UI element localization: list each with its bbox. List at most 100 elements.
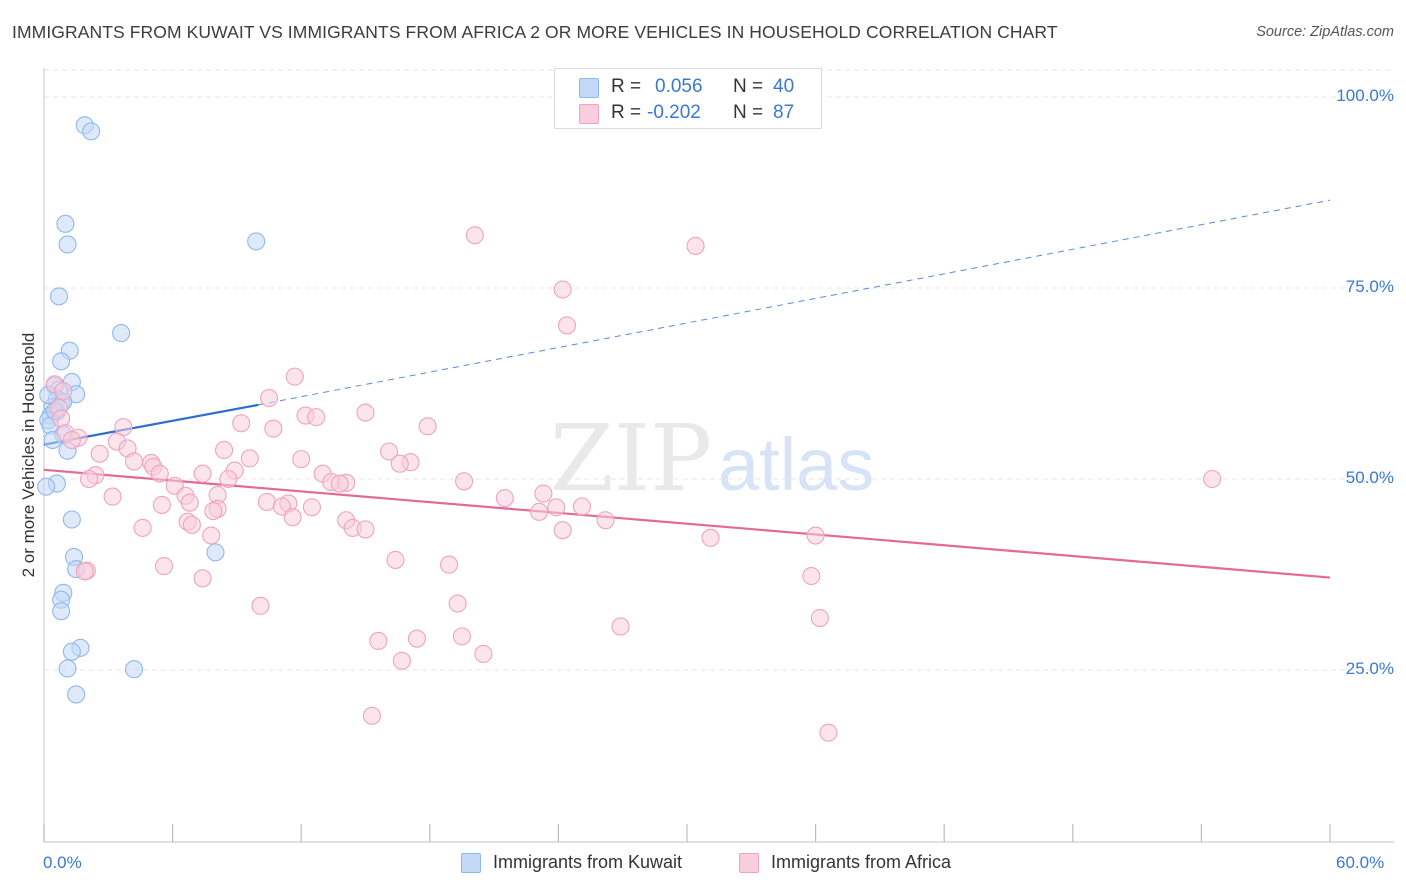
chart-source: Source: ZipAtlas.com bbox=[1256, 24, 1394, 40]
data-point bbox=[62, 642, 81, 661]
data-point bbox=[232, 414, 251, 433]
trend-line-kuwait-extension bbox=[258, 199, 1331, 406]
data-point bbox=[56, 214, 75, 233]
trend-lines bbox=[43, 199, 1331, 579]
data-point bbox=[596, 511, 615, 530]
watermark: ZIP atlas bbox=[550, 405, 874, 512]
data-point bbox=[285, 367, 304, 386]
data-point bbox=[418, 417, 437, 436]
data-point bbox=[150, 464, 169, 483]
r-value: -0.202 bbox=[647, 102, 701, 123]
chart-title: IMMIGRANTS FROM KUWAIT VS IMMIGRANTS FRO… bbox=[12, 22, 1058, 42]
data-point bbox=[272, 497, 291, 516]
data-point bbox=[369, 631, 388, 651]
africa-swatch bbox=[579, 104, 599, 124]
data-point bbox=[58, 659, 77, 678]
data-point bbox=[82, 122, 101, 141]
data-point bbox=[202, 526, 221, 545]
data-point bbox=[440, 555, 459, 574]
n-value: 40 bbox=[773, 76, 795, 97]
data-point bbox=[283, 508, 302, 527]
data-point bbox=[251, 596, 270, 615]
legend-label-kuwait: Immigrants from Kuwait bbox=[493, 852, 683, 872]
data-point bbox=[62, 510, 81, 529]
data-point bbox=[58, 235, 77, 254]
data-point bbox=[452, 627, 472, 646]
data-point bbox=[557, 316, 577, 335]
trend-line-africa bbox=[43, 468, 1331, 579]
watermark-zip: ZIP bbox=[550, 405, 712, 512]
n-value: 87 bbox=[773, 102, 795, 123]
data-point bbox=[49, 287, 69, 306]
y-tick-label: 75.0% bbox=[1345, 277, 1394, 296]
data-point bbox=[219, 469, 238, 489]
data-point bbox=[530, 502, 549, 521]
data-point bbox=[386, 550, 405, 570]
gridlines bbox=[44, 69, 1394, 671]
data-point bbox=[362, 706, 381, 725]
data-point bbox=[802, 566, 821, 586]
stats-legend: R = 0.056 N = 40 R = -0.202 N = 87 bbox=[554, 68, 822, 129]
data-point bbox=[474, 644, 493, 664]
y-tick-label: 50.0% bbox=[1345, 468, 1394, 487]
data-point bbox=[495, 489, 514, 508]
axes bbox=[43, 68, 1394, 843]
data-point bbox=[52, 352, 71, 371]
data-point bbox=[292, 450, 311, 469]
data-point bbox=[133, 518, 152, 537]
data-point bbox=[819, 723, 838, 742]
data-point bbox=[247, 232, 266, 251]
data-point bbox=[264, 419, 283, 438]
data-point bbox=[448, 594, 467, 613]
data-point bbox=[257, 492, 276, 511]
data-point bbox=[553, 280, 572, 299]
legend-label-africa: Immigrants from Africa bbox=[771, 852, 952, 872]
data-point bbox=[154, 557, 174, 576]
data-point bbox=[103, 487, 122, 506]
data-point bbox=[302, 498, 321, 517]
data-point bbox=[206, 543, 225, 562]
data-point bbox=[407, 629, 426, 648]
data-point bbox=[356, 403, 375, 422]
data-point bbox=[259, 388, 279, 408]
data-point bbox=[392, 651, 411, 670]
data-point bbox=[180, 493, 199, 512]
data-point bbox=[330, 474, 349, 493]
data-point bbox=[356, 520, 375, 539]
data-point bbox=[37, 477, 56, 496]
data-point bbox=[193, 569, 212, 588]
data-point bbox=[152, 495, 171, 515]
data-point bbox=[90, 444, 109, 463]
y-tick-label: 25.0% bbox=[1345, 659, 1394, 678]
data-point bbox=[112, 324, 131, 343]
data-point bbox=[455, 472, 474, 491]
data-point bbox=[214, 440, 234, 460]
data-point bbox=[534, 484, 553, 503]
data-point bbox=[52, 602, 71, 621]
data-point bbox=[611, 617, 630, 636]
r-label: R = bbox=[611, 76, 642, 97]
r-value: 0.056 bbox=[655, 76, 703, 97]
data-point bbox=[79, 469, 99, 489]
data-point bbox=[465, 226, 484, 245]
data-point bbox=[67, 685, 86, 704]
r-label: R = bbox=[611, 102, 642, 123]
data-point bbox=[806, 526, 825, 545]
kuwait-swatch bbox=[579, 78, 599, 98]
data-point bbox=[572, 497, 592, 516]
data-point bbox=[124, 452, 144, 471]
data-point bbox=[193, 464, 212, 483]
y-axis-label: 2 or more Vehicles in Household bbox=[19, 332, 38, 578]
data-points bbox=[37, 116, 1222, 742]
n-label: N = bbox=[733, 76, 764, 97]
x-tick-label-left: 0.0% bbox=[43, 853, 82, 872]
x-tick-label-right: 60.0% bbox=[1336, 853, 1385, 872]
data-point bbox=[124, 660, 144, 679]
data-point bbox=[62, 430, 81, 450]
data-point bbox=[553, 521, 572, 540]
data-point bbox=[547, 498, 566, 517]
data-point bbox=[54, 382, 73, 401]
data-point bbox=[686, 236, 705, 256]
data-point bbox=[1203, 469, 1222, 489]
